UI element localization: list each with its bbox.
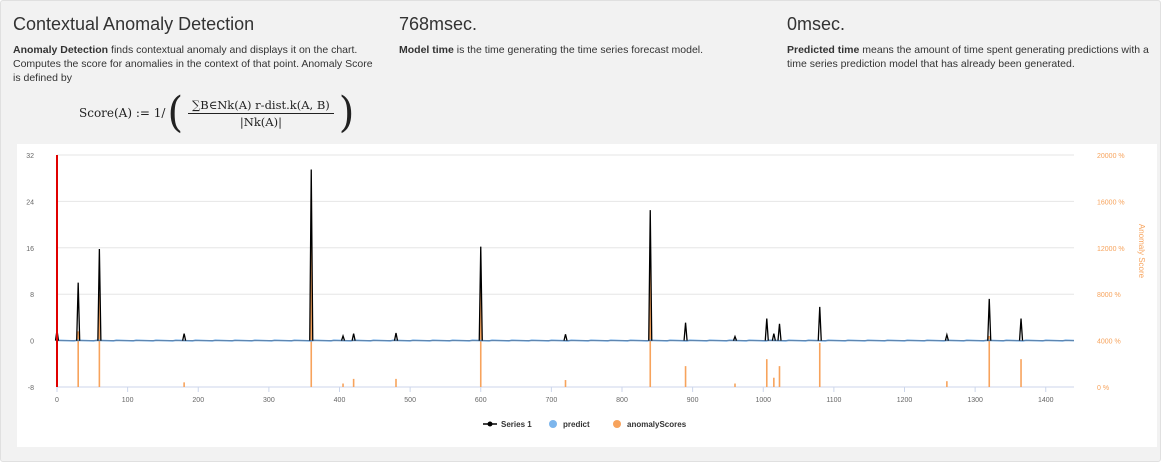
series-1-spike (563, 334, 568, 341)
x-tick-label: 800 (616, 397, 628, 404)
y-tick-label-left: -8 (28, 385, 34, 392)
y-tick-label-right: 20000 % (1097, 153, 1125, 160)
y-tick-label-right: 8000 % (1097, 292, 1121, 299)
y-tick-label-left: 0 (30, 339, 34, 346)
series-1-spike (309, 169, 314, 341)
formula-fraction: ∑B∈Nk(A) r-dist.k(A, B) |Nk(A)| (188, 98, 334, 129)
formula-lhs: Score(A) := 1/ (79, 106, 166, 120)
series-1-spike (478, 246, 483, 341)
anomaly-description-text: finds contextual anomaly and displays it… (13, 44, 373, 84)
series-1-spike (987, 298, 992, 341)
series-1-spike (817, 306, 822, 341)
predicted-time-description-bold: Predicted time (787, 44, 860, 56)
y-tick-label-left: 16 (26, 246, 34, 253)
series-1 (54, 169, 1074, 342)
score-formula: Score(A) := 1/ ( ∑B∈Nk(A) r-dist.k(A, B)… (79, 88, 355, 138)
series-1-spike (97, 248, 102, 341)
x-tick-label: 700 (546, 397, 558, 404)
y-tick-label-left: 8 (30, 292, 34, 299)
x-tick-label: 1400 (1038, 397, 1054, 404)
predicted-time-value: 0msec. (787, 14, 846, 34)
formula-numerator: ∑B∈Nk(A) r-dist.k(A, B) (188, 98, 334, 114)
legend-marker-predict (549, 420, 557, 428)
legend-marker-anomaly-scores (613, 420, 621, 428)
x-tick-label: 400 (334, 397, 346, 404)
model-time-description-bold: Model time (399, 44, 454, 56)
x-tick-label: 600 (475, 397, 487, 404)
y-axis-title-right: Anomaly Score (1137, 224, 1146, 279)
series-1-spike (393, 332, 399, 341)
chart-container: -8 0 8 16 24 32 0 % 4000 % 8000 % 12000 % 16000 %… (17, 144, 1157, 447)
legend-label-anomaly-scores: anomalyScores (627, 420, 687, 429)
x-tick-label: 900 (687, 397, 699, 404)
anomaly-scores-series (77, 199, 1022, 387)
predicted-time-description-text: means the amount of time spent generatin… (787, 44, 1149, 70)
y-tick-label-right: 0 % (1097, 385, 1109, 392)
y-tick-label-right: 4000 % (1097, 339, 1121, 346)
formula-denominator: |Nk(A)| (239, 114, 282, 129)
model-time-description-text: is the time generating the time series f… (453, 44, 704, 56)
series-1-spike (1018, 318, 1024, 341)
anomaly-chart: -8 0 8 16 24 32 0 % 4000 % 8000 % 12000 % 16000 %… (26, 153, 1146, 429)
y-axis-right: 0 % 4000 % 8000 % 12000 % 16000 % 20000 % Anom… (1097, 153, 1146, 392)
model-time-column: 768msec. Model time is the time generati… (399, 13, 759, 57)
anomaly-description: Anomaly Detection finds contextual anoma… (13, 43, 383, 85)
x-tick-label: 100 (122, 397, 134, 404)
page-title: Contextual Anomaly Detection (13, 14, 255, 34)
x-tick-label: 300 (263, 397, 275, 404)
chart-grid (57, 154, 1074, 388)
series-1-spike (181, 333, 187, 341)
series-1-spike (76, 282, 81, 341)
legend-marker-series-1 (487, 421, 493, 427)
x-tick-label: 1000 (755, 397, 771, 404)
model-time-value: 768msec. (399, 14, 478, 34)
anomaly-info-column: Contextual Anomaly Detection Anomaly Det… (13, 13, 383, 85)
y-tick-label-left: 24 (26, 199, 34, 206)
x-tick-label: 1100 (826, 397, 841, 404)
chart-legend: Series 1 predict anomalyScores (483, 420, 687, 429)
series-1-spike (340, 333, 346, 341)
y-tick-label-left: 32 (26, 153, 34, 160)
series-1-spike (777, 323, 782, 341)
predicted-time-description: Predicted time means the amount of time … (787, 43, 1157, 71)
x-tick-label: 1200 (897, 397, 913, 404)
series-1-spike (771, 333, 776, 341)
legend-label-predict: predict (563, 420, 590, 429)
predicted-time-column: 0msec. Predicted time means the amount o… (787, 13, 1157, 71)
series-1-spike (648, 210, 653, 341)
y-axis-left: -8 0 8 16 24 32 (26, 153, 34, 392)
formula-right-paren: ) (338, 88, 355, 138)
x-tick-label: 200 (192, 397, 204, 404)
legend-label-series-1: Series 1 (501, 420, 532, 429)
series-1-spike (764, 318, 769, 341)
anomaly-description-bold: Anomaly Detection (13, 44, 109, 56)
x-tick-label: 0 (55, 397, 59, 404)
model-time-description: Model time is the time generating the ti… (399, 43, 759, 57)
series-1-spike (732, 334, 738, 341)
series-1-spike (944, 332, 950, 341)
x-tick-label: 500 (404, 397, 416, 404)
y-tick-label-right: 16000 % (1097, 199, 1125, 206)
series-1-spike (683, 322, 688, 341)
series-1-spike (351, 333, 356, 341)
y-tick-label-right: 12000 % (1097, 246, 1125, 253)
formula-left-paren: ( (167, 88, 184, 138)
x-tick-label: 1300 (967, 397, 983, 404)
x-axis: 0 100 200 300 400 500 600 700 800 900 1000 1100 1200… (55, 386, 1074, 404)
